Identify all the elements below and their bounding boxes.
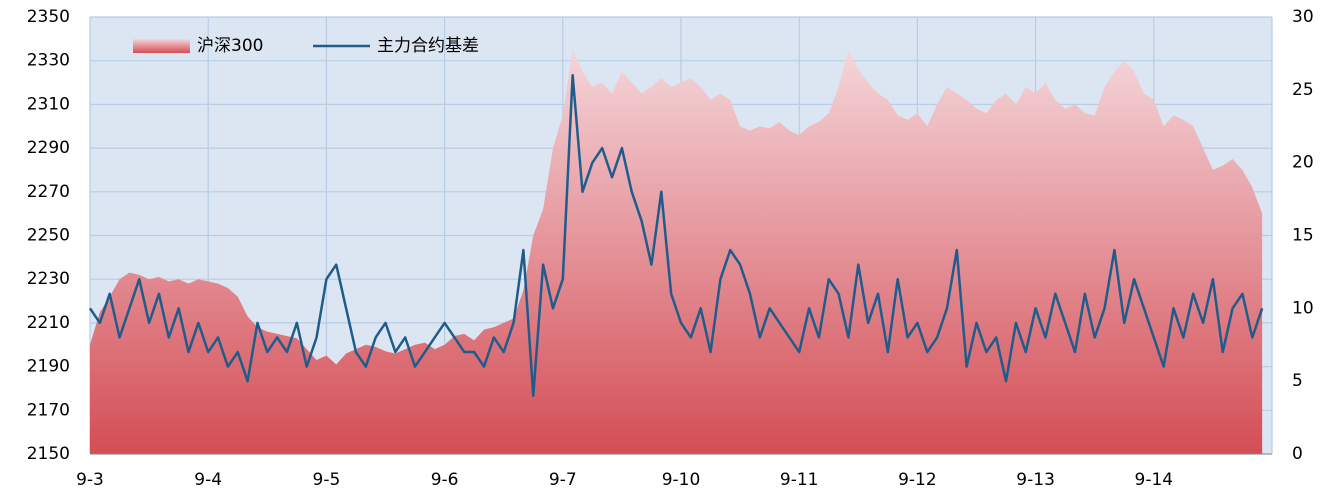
y2-tick-label: 10 [1292, 298, 1314, 318]
y-tick-label: 2150 [27, 444, 70, 464]
y-tick-label: 2230 [27, 269, 70, 289]
y2-tick-label: 5 [1292, 371, 1303, 391]
x-tick-label: 9-7 [549, 470, 577, 490]
x-tick-label: 9-10 [662, 470, 701, 490]
line [88, 74, 1264, 397]
x-tick-label: 9-13 [1016, 470, 1055, 490]
y2-tick-label: 0 [1292, 444, 1303, 464]
legend-swatch [133, 39, 190, 53]
legend-label: 沪深300 [197, 36, 263, 56]
y-tick-label: 2310 [27, 94, 70, 114]
y-tick-label: 2170 [27, 400, 70, 420]
y2-tick-label: 25 [1292, 80, 1314, 100]
marks [88, 49, 1272, 455]
labels: 2150 2170 2190 2210 2230 2250 2270 2290 2310 2330… [27, 7, 1314, 490]
x-tick-label: 9-3 [76, 470, 104, 490]
y2-tick-label: 20 [1292, 153, 1314, 173]
y-tick-label: 2270 [27, 182, 70, 202]
x-tick-label: 9-11 [780, 470, 819, 490]
y2-tick-label: 15 [1292, 226, 1314, 246]
x-tick-label: 9-5 [313, 470, 341, 490]
x-tick-label: 9-4 [194, 470, 222, 490]
y-tick-label: 2210 [27, 313, 70, 333]
y-tick-label: 2190 [27, 357, 70, 377]
legend-label: 主力合约基差 [377, 36, 479, 56]
y-tick-label: 2250 [27, 226, 70, 246]
y-tick-label: 2350 [27, 7, 70, 27]
x-tick-label: 9-6 [431, 470, 459, 490]
x-tick-label: 9-12 [898, 470, 937, 490]
y-tick-label: 2290 [27, 138, 70, 158]
x-tick-label: 9-14 [1135, 470, 1174, 490]
y2-tick-label: 30 [1292, 7, 1314, 27]
y-tick-label: 2330 [27, 51, 70, 71]
